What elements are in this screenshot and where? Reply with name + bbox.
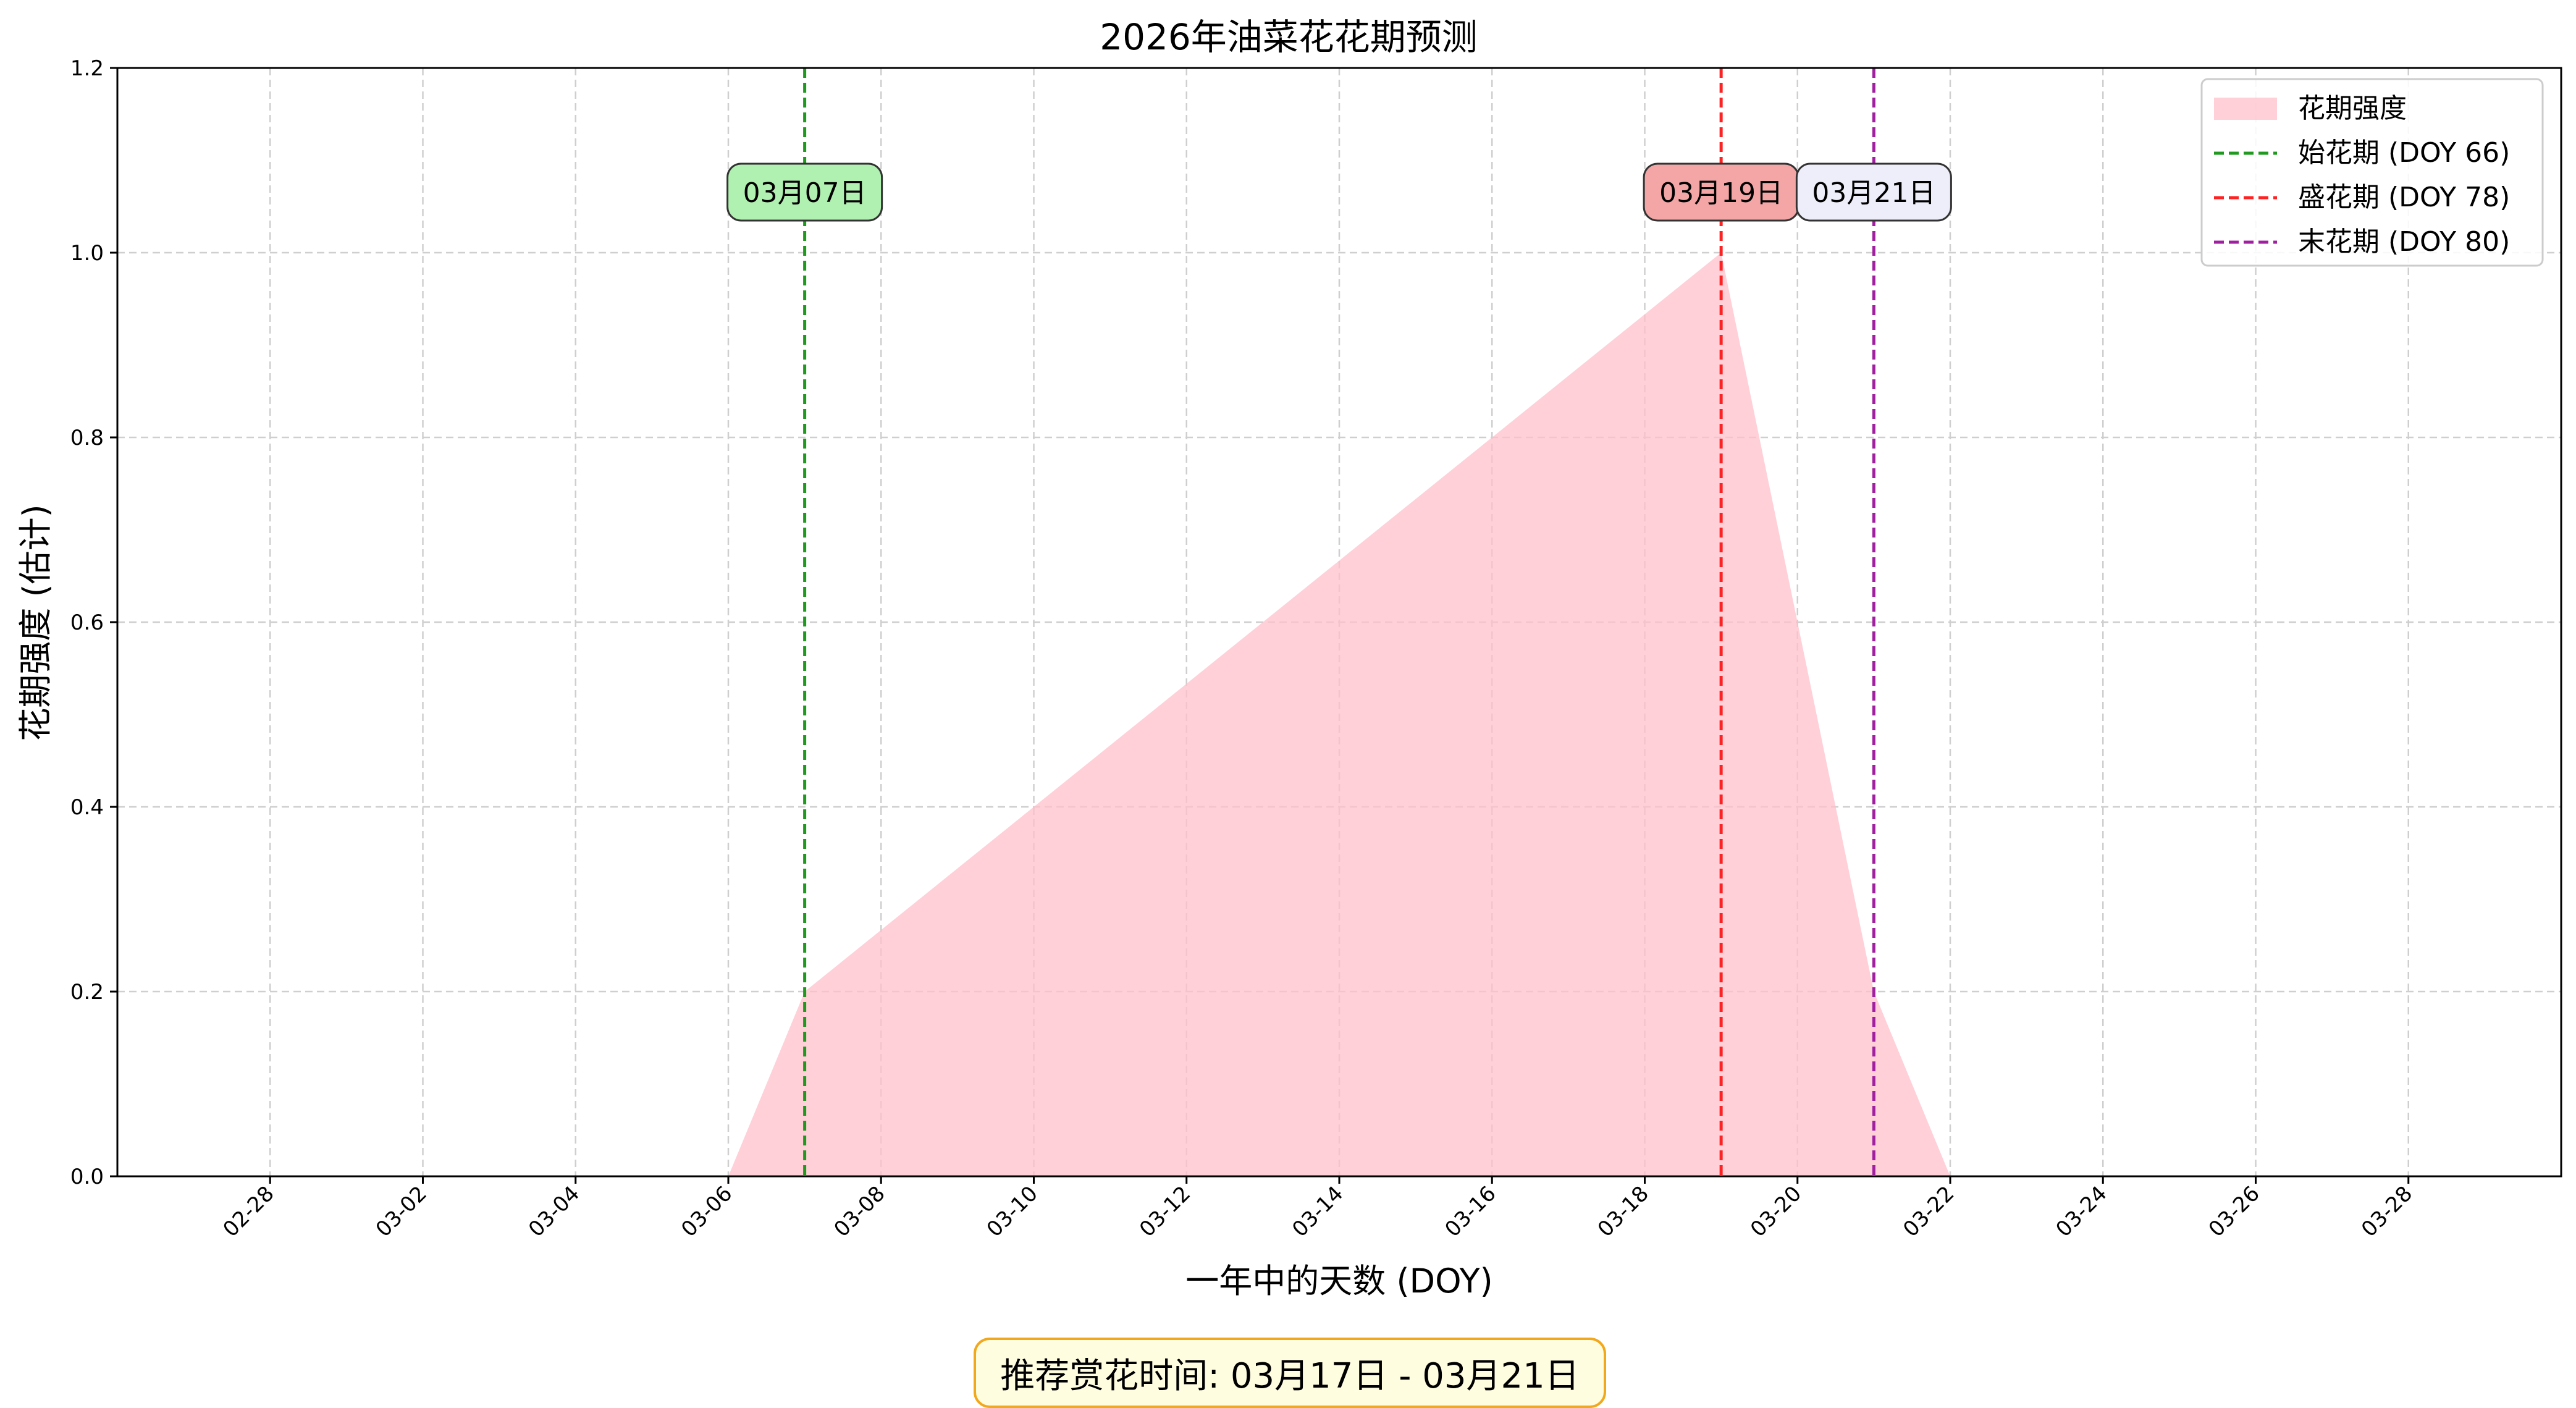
date-label-box-0 bbox=[726, 162, 883, 222]
date-label-2: 03月21日 bbox=[1812, 177, 1935, 209]
date-label-0: 03月07日 bbox=[743, 177, 867, 209]
y-axis: 0.0 0.2 0.4 0.6 0.8 1.0 1.2 bbox=[70, 56, 117, 1189]
y-tick-label: 0.8 bbox=[70, 426, 104, 450]
recommendation-box: 推荐赏花时间: 03月17日 - 03月21日 bbox=[974, 1338, 1606, 1408]
legend-label-0: 始花期 (DOY 66) bbox=[2298, 137, 2510, 169]
y-tick-label: 1.0 bbox=[70, 241, 104, 266]
legend-label-1: 盛花期 (DOY 78) bbox=[2298, 182, 2510, 213]
x-axis-label: 一年中的天数 (DOY) bbox=[1185, 1262, 1492, 1301]
y-axis-label: 花期强度 (估计) bbox=[16, 504, 55, 741]
y-tick-label: 0.4 bbox=[70, 795, 104, 820]
recommendation-text: 推荐赏花时间: 03月17日 - 03月21日 bbox=[1000, 1355, 1580, 1396]
y-tick-label: 0.2 bbox=[70, 980, 104, 1005]
date-label-box-2 bbox=[1795, 162, 1952, 222]
chart-title: 2026年油菜花花期预测 bbox=[1100, 16, 1478, 58]
legend-label-area: 花期强度 bbox=[2298, 93, 2407, 124]
legend-frame bbox=[2200, 78, 2544, 267]
area-flowering-intensity bbox=[728, 253, 1950, 1176]
marker-lines bbox=[803, 68, 1875, 1176]
date-label-1: 03月19日 bbox=[1659, 177, 1783, 209]
y-tick-label: 0.0 bbox=[70, 1165, 104, 1189]
legend-label-2: 末花期 (DOY 80) bbox=[2298, 226, 2510, 258]
legend-swatch-area bbox=[2214, 98, 2277, 120]
area-series bbox=[728, 253, 1950, 1176]
date-label-boxes: 03月07日 03月19日 03月21日 bbox=[726, 162, 1952, 222]
y-tick-label: 1.2 bbox=[70, 56, 104, 81]
y-tick-label: 0.6 bbox=[70, 610, 104, 635]
